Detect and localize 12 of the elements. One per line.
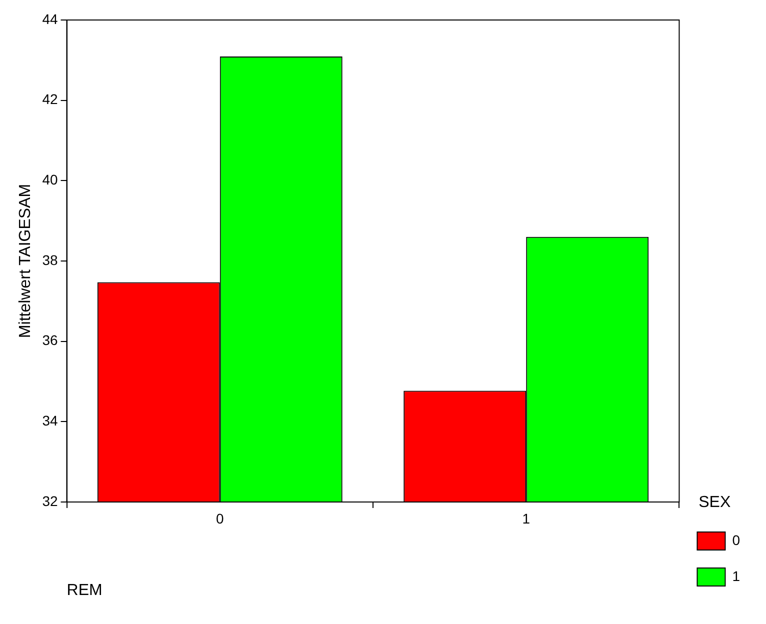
legend-label: 1 — [732, 568, 740, 584]
y-tick-label: 36 — [42, 332, 58, 348]
y-tick-label: 40 — [42, 172, 58, 188]
y-tick-label: 34 — [42, 412, 58, 429]
y-axis-title: Mittelwert TAIGESAM — [17, 184, 34, 338]
x-axis-title: REM — [66, 582, 102, 599]
legend-label: 0 — [732, 532, 740, 548]
y-tick-label: 44 — [42, 10, 58, 27]
y-tick-label: 38 — [42, 252, 58, 268]
legend-title: SEX — [698, 494, 731, 512]
y-tick-label: 32 — [42, 492, 58, 509]
y-tick-label: 42 — [42, 91, 58, 108]
